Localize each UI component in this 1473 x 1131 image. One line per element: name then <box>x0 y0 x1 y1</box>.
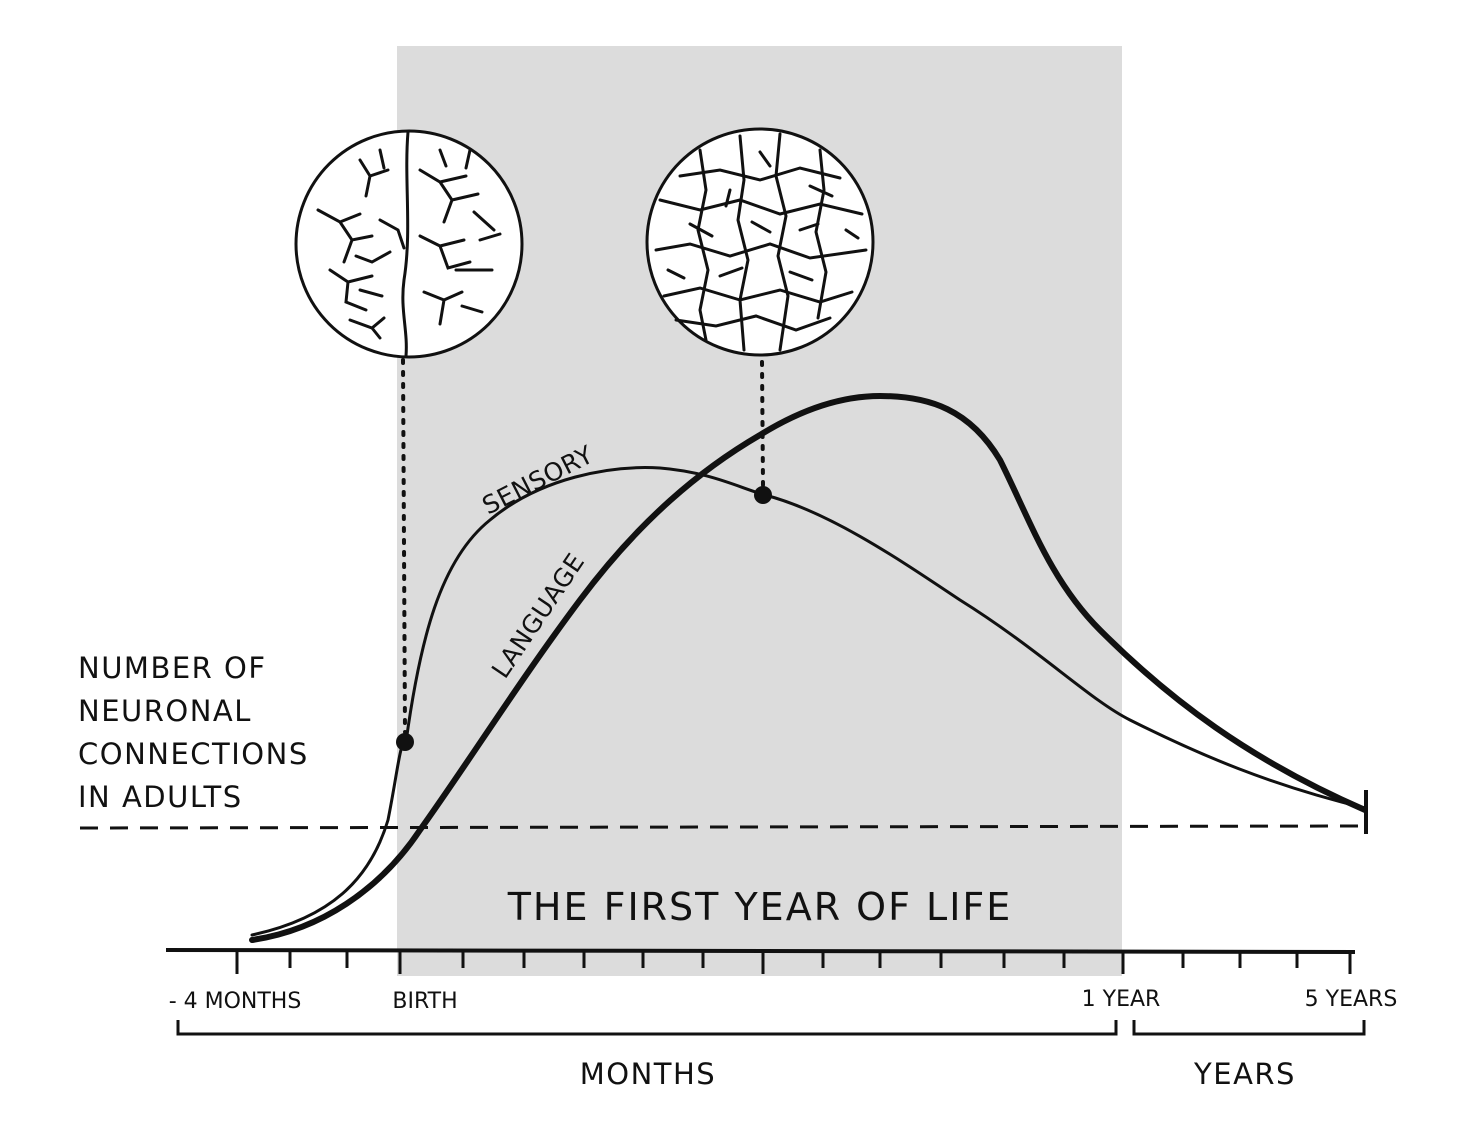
months-bracket: MONTHS <box>176 1020 1118 1091</box>
birth-marker-dot <box>396 733 414 751</box>
dense-neurons-icon <box>645 127 875 357</box>
adult-level-label-line-3: CONNECTIONS <box>78 737 309 771</box>
adult-level-label: NUMBER OF NEURONAL CONNECTIONS IN ADULTS <box>78 651 309 814</box>
language-curve <box>249 392 1368 943</box>
adult-level-label-line-4: IN ADULTS <box>78 780 243 814</box>
years-bracket: YEARS <box>1132 1020 1366 1091</box>
first-year-label: THE FIRST YEAR OF LIFE <box>507 885 1013 929</box>
adult-level-line <box>79 824 1369 830</box>
time-axis-ticks <box>235 951 1352 974</box>
tick-label-minus-4-months: - 4 MONTHS <box>169 989 302 1014</box>
time-axis: - 4 MONTHS BIRTH 1 YEAR 5 YEARS <box>165 948 1398 1014</box>
time-axis-line <box>165 948 1356 954</box>
tick-label-birth: BIRTH <box>392 989 457 1014</box>
peak-marker-dot <box>754 486 772 504</box>
months-bracket-label: MONTHS <box>580 1057 716 1091</box>
sensory-curve <box>250 466 1367 937</box>
years-bracket-label: YEARS <box>1193 1057 1296 1091</box>
tick-label-five-years: 5 YEARS <box>1305 987 1398 1012</box>
adult-level-label-line-1: NUMBER OF <box>78 651 267 685</box>
sparse-neurons-icon <box>294 129 524 359</box>
adult-level-label-line-2: NEURONAL <box>78 694 252 728</box>
tick-label-one-year: 1 YEAR <box>1082 987 1161 1012</box>
peak-connector <box>760 360 765 487</box>
birth-connector <box>401 358 407 734</box>
